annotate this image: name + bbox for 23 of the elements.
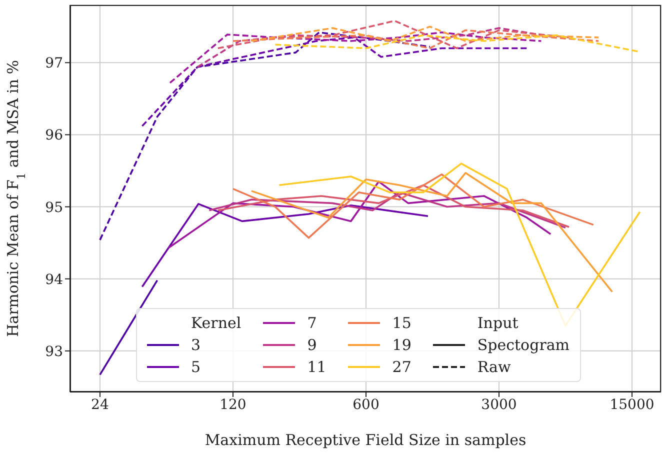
legend-label: 19 bbox=[392, 336, 412, 354]
x-tick-label: 24 bbox=[91, 396, 109, 413]
legend-label: 11 bbox=[307, 358, 326, 376]
x-tick-label: 3000 bbox=[481, 396, 517, 413]
x-tick-label: 120 bbox=[220, 396, 246, 413]
x-axis-title: Maximum Receptive Field Size in samples bbox=[204, 431, 526, 449]
y-tick-label: 93 bbox=[45, 344, 63, 360]
annotation: Raw bbox=[477, 358, 511, 376]
y-tick-label: 97 bbox=[45, 56, 63, 72]
y-tick-label: 95 bbox=[45, 200, 63, 216]
annotation: Spectogram bbox=[477, 336, 570, 354]
legend-label: 27 bbox=[392, 358, 412, 376]
legend-label: 5 bbox=[191, 358, 201, 376]
legend-label: 3 bbox=[191, 336, 201, 354]
legend-label: 15 bbox=[392, 314, 412, 332]
legend-title: Kernel bbox=[190, 314, 242, 332]
x-tick-label: 600 bbox=[352, 396, 380, 413]
y-tick-label: 94 bbox=[45, 272, 64, 288]
x-tick-label: 15000 bbox=[610, 396, 654, 413]
legend-label: 7 bbox=[307, 314, 317, 332]
legend-label: 9 bbox=[307, 336, 317, 354]
y-tick-label: 96 bbox=[45, 128, 64, 144]
annotation: Input bbox=[476, 314, 520, 332]
